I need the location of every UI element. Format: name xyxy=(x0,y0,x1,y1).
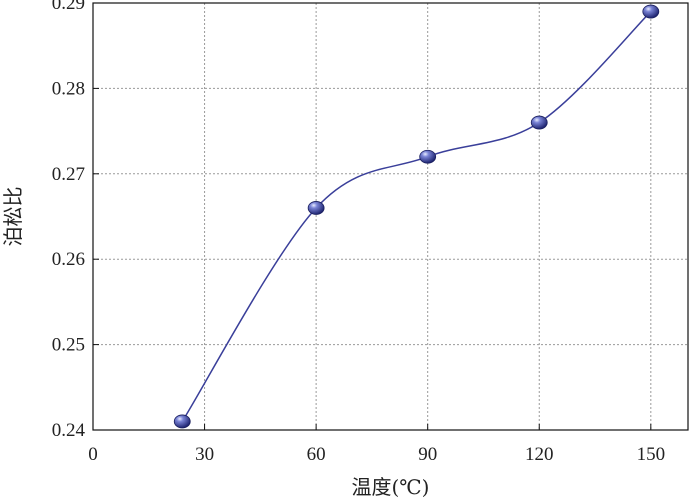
data-point-marker xyxy=(307,201,325,215)
axis-ticks xyxy=(92,2,652,431)
y-tick-label: 0.28 xyxy=(52,78,85,99)
x-tick-label: 150 xyxy=(637,444,666,465)
plot-area-frame xyxy=(92,2,689,431)
y-tick-label: 0.26 xyxy=(52,249,85,270)
y-tick-label: 0.24 xyxy=(52,420,86,441)
grid-lines xyxy=(93,3,688,430)
data-point-marker xyxy=(173,414,191,429)
x-tick-label: 0 xyxy=(88,444,98,465)
x-axis-tick-labels: 0 30 60 90 120 150 xyxy=(88,444,665,465)
x-tick-label: 60 xyxy=(307,444,326,465)
x-axis-title: 温度(℃) xyxy=(352,475,430,499)
y-axis-tick-labels: 0.24 0.25 0.26 0.27 0.28 0.29 xyxy=(52,0,86,441)
y-axis-title: 泊松比 xyxy=(1,187,25,247)
series-line xyxy=(181,11,652,422)
data-point-marker xyxy=(419,149,437,164)
y-tick-label: 0.29 xyxy=(52,0,85,14)
x-tick-label: 120 xyxy=(525,444,554,465)
x-tick-label: 30 xyxy=(195,444,214,465)
data-point-marker xyxy=(530,115,548,130)
data-points xyxy=(173,4,660,429)
data-point-marker xyxy=(642,4,660,19)
x-tick-label: 90 xyxy=(418,444,437,465)
y-tick-label: 0.25 xyxy=(52,335,85,356)
y-tick-label: 0.27 xyxy=(52,164,85,185)
